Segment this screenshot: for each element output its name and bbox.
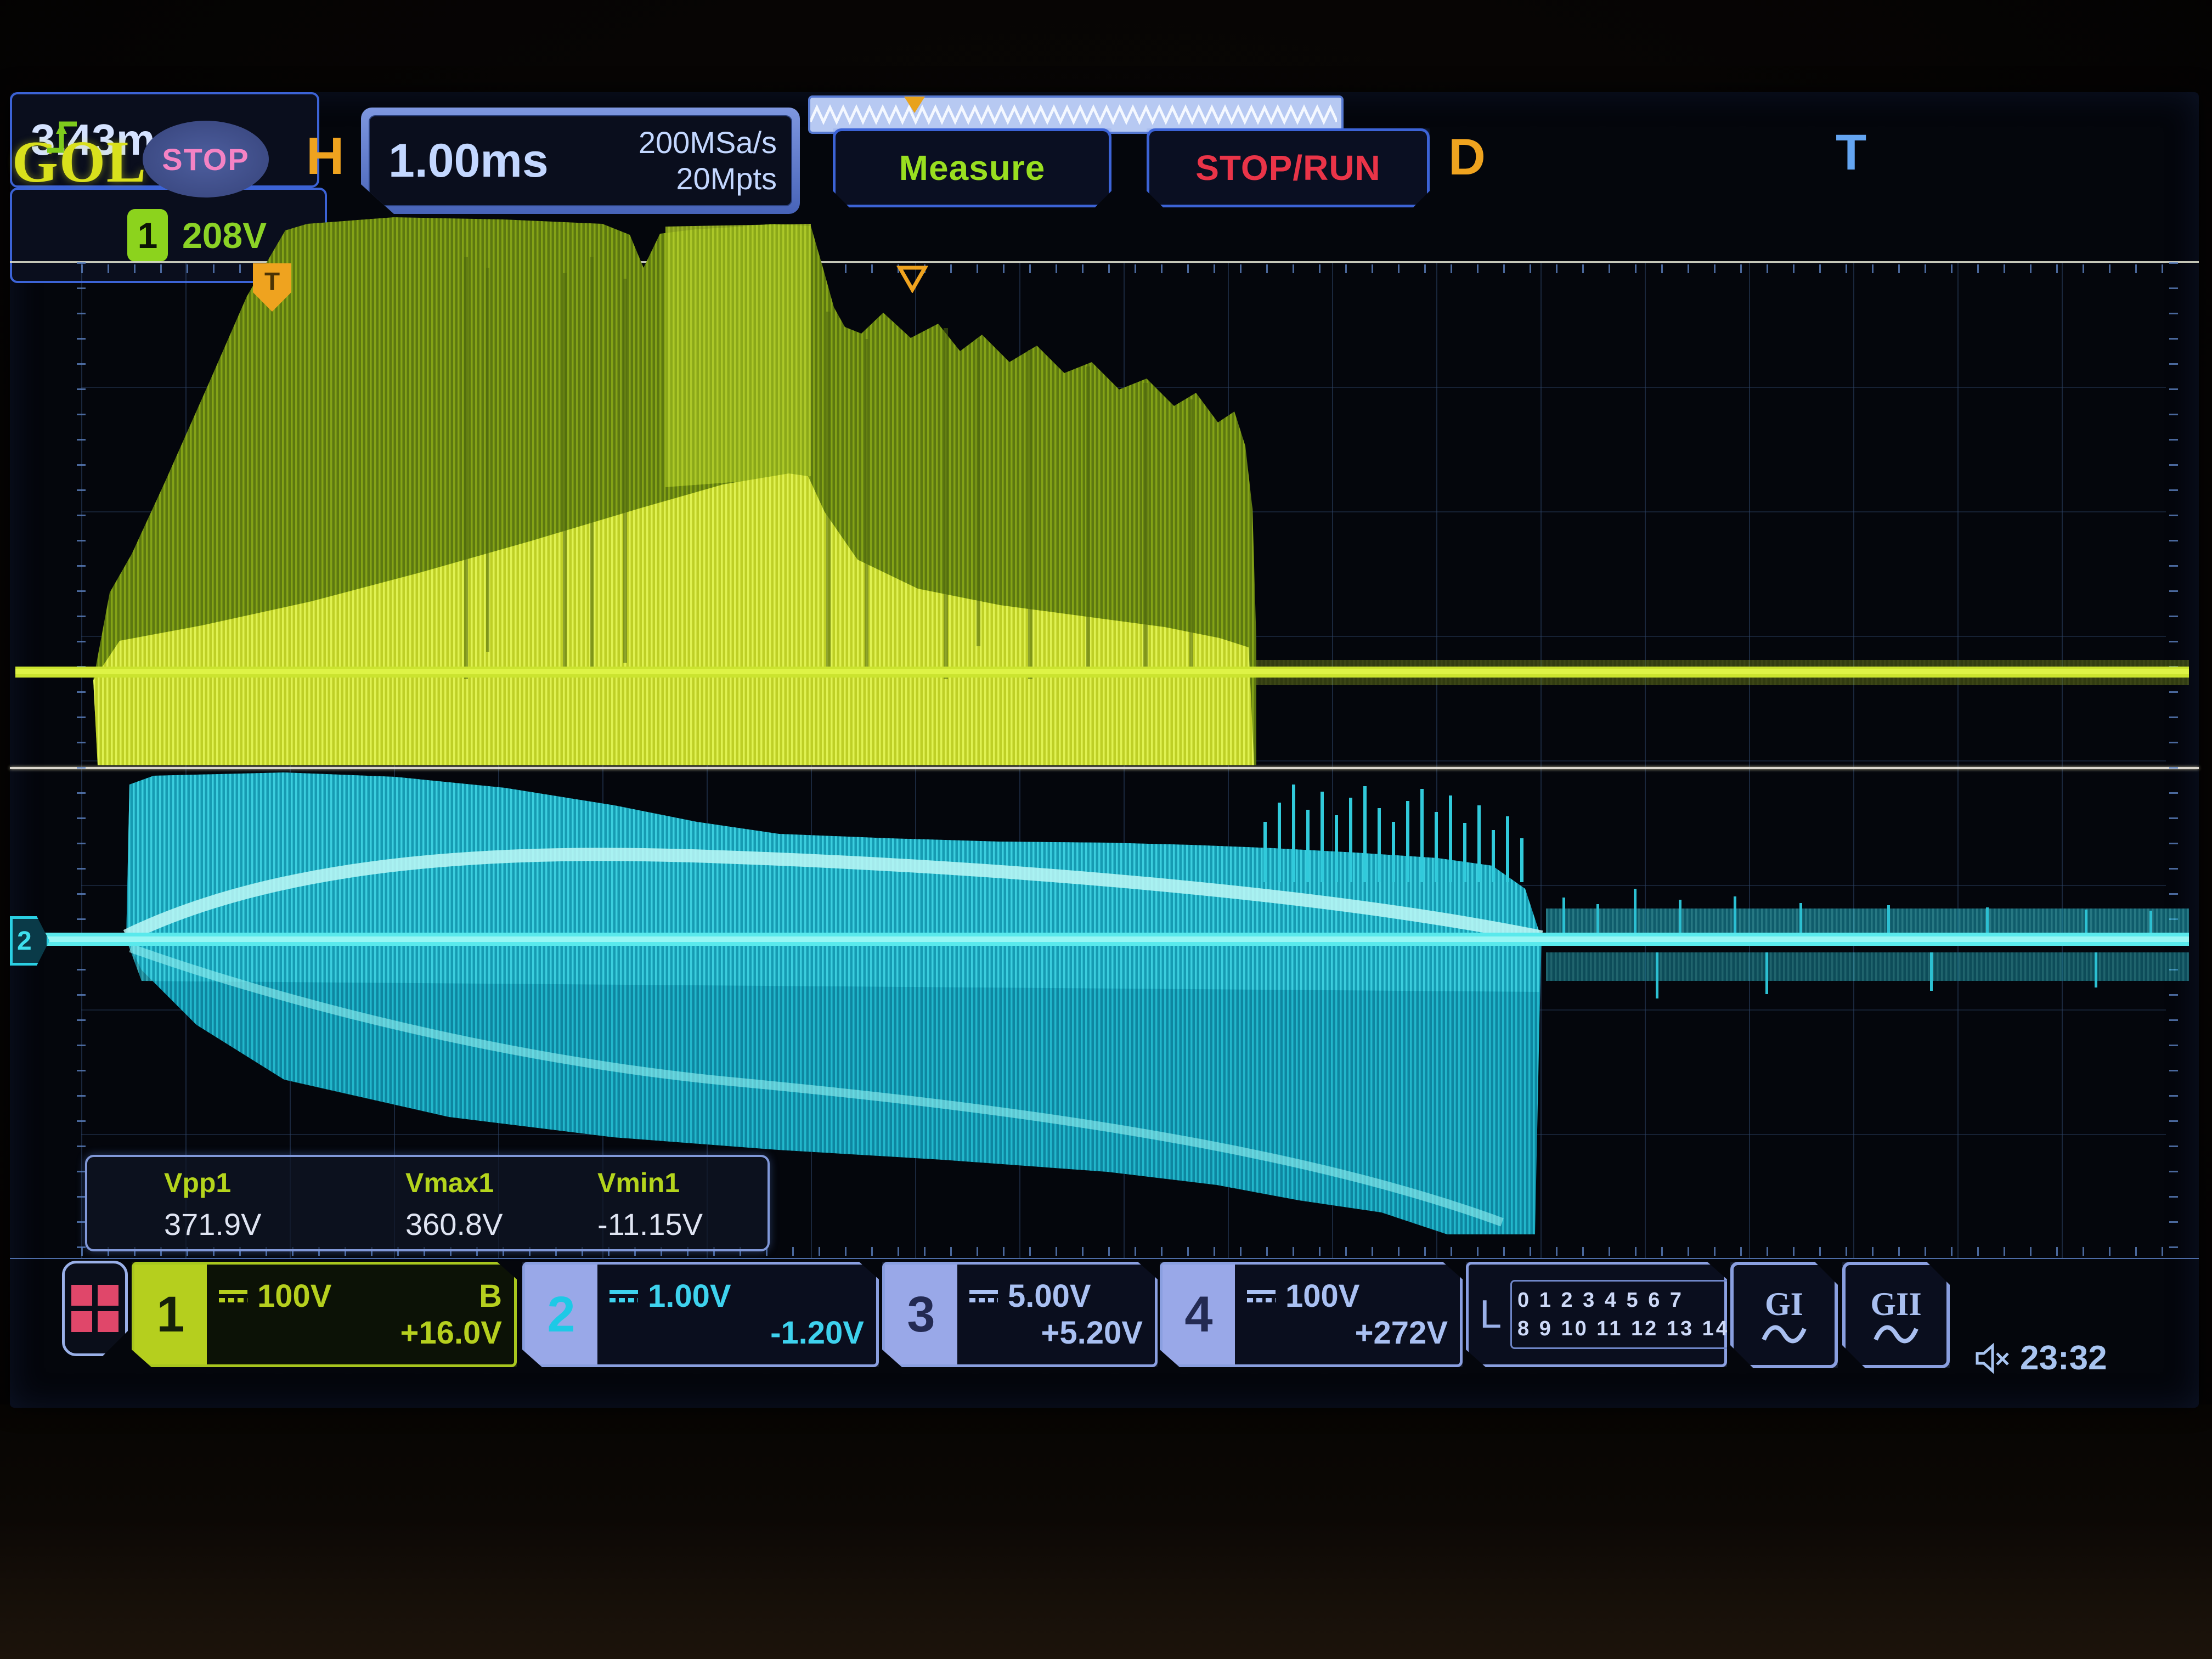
channel-3-offset: +5.20V [1041, 1315, 1143, 1351]
bandwidth-limit-badge: B [479, 1278, 502, 1314]
channel-3-number: 3 [885, 1265, 957, 1364]
trigger-label: T [1836, 125, 1867, 180]
measurement-vmin1: Vmin1 -11.15V [597, 1167, 703, 1242]
desk-surface [0, 1404, 2212, 1659]
generator-2-button[interactable]: GII [1842, 1262, 1950, 1368]
trigger-level-value: 208V [182, 215, 267, 256]
measurements-panel[interactable]: Vpp1 371.9V Vmax1 360.8V Vmin1 -11.15V [85, 1155, 770, 1251]
rigol-logo: GOL [12, 129, 148, 195]
overview-position-marker[interactable] [904, 97, 925, 113]
channel-4-box[interactable]: 4 100V +272V [1160, 1262, 1463, 1367]
display-layout-button[interactable] [62, 1261, 128, 1356]
rising-edge-icon [47, 121, 77, 153]
waveform-ch2 [15, 772, 2189, 1234]
dc-coupling-icon [610, 1290, 638, 1302]
overview-zigzag [810, 104, 1337, 125]
measure-button[interactable]: Measure [833, 128, 1111, 207]
waveform-display [15, 217, 2189, 1234]
timebase-value: 1.00ms [388, 134, 549, 187]
waveform-overview-scrollbar[interactable] [808, 95, 1344, 134]
bottom-ruler-line [10, 1258, 2199, 1259]
channel-3-scale: 5.00V [1008, 1278, 1091, 1314]
waveform-ch1 [15, 217, 2189, 765]
generator-1-button[interactable]: GI [1730, 1262, 1838, 1368]
channel-1-scale: 100V [257, 1278, 332, 1314]
measurement-vmax1: Vmax1 360.8V [405, 1167, 503, 1242]
timebase-panel[interactable]: 1.00ms 200MSa/s 20Mpts [361, 108, 800, 214]
channel-2-offset: -1.20V [770, 1315, 864, 1351]
dc-coupling-icon [1247, 1290, 1276, 1302]
channel-4-number: 4 [1163, 1265, 1235, 1364]
horizontal-label: H [306, 127, 345, 185]
grid-icon [71, 1285, 119, 1332]
channel-4-scale: 100V [1285, 1278, 1360, 1314]
channel-2-number: 2 [525, 1265, 597, 1364]
delay-label: D [1448, 128, 1486, 185]
left-ruler-ticks [77, 262, 86, 1258]
trigger-source-badge: 1 [127, 209, 168, 262]
dc-coupling-icon [969, 1290, 998, 1302]
channel-2-box[interactable]: 2 1.00V -1.20V [522, 1262, 879, 1367]
channel-1-box[interactable]: 1 100V B +16.0V [132, 1262, 517, 1367]
dc-coupling-icon [219, 1290, 247, 1302]
acquisition-rates: 200MSa/s 20Mpts [638, 125, 777, 196]
oscilloscope-screen: GOL STOP H 1.00ms 200MSa/s 20Mpts Measur… [10, 92, 2199, 1408]
sine-wave-icon [1760, 1323, 1808, 1345]
graticule-center-line [10, 767, 2199, 769]
channel-2-scale: 1.00V [648, 1278, 731, 1314]
measurement-vpp1: Vpp1 371.9V [164, 1167, 262, 1242]
logic-label: L [1480, 1293, 1502, 1336]
stop-run-button[interactable]: STOP/RUN [1147, 128, 1430, 207]
right-ruler-ticks [2169, 262, 2178, 1258]
delay-position-marker[interactable] [896, 264, 928, 293]
graticule-top-line [10, 261, 2199, 263]
channel-3-box[interactable]: 3 5.00V +5.20V [882, 1262, 1158, 1367]
channel-1-number: 1 [134, 1265, 207, 1364]
run-state-badge: STOP [143, 121, 269, 198]
channel-4-offset: +272V [1355, 1315, 1448, 1351]
channel-1-offset: +16.0V [400, 1315, 502, 1351]
status-clock: 23:32 [1974, 1339, 2107, 1378]
speaker-muted-icon [1976, 1342, 2009, 1374]
sine-wave-icon [1872, 1323, 1920, 1345]
